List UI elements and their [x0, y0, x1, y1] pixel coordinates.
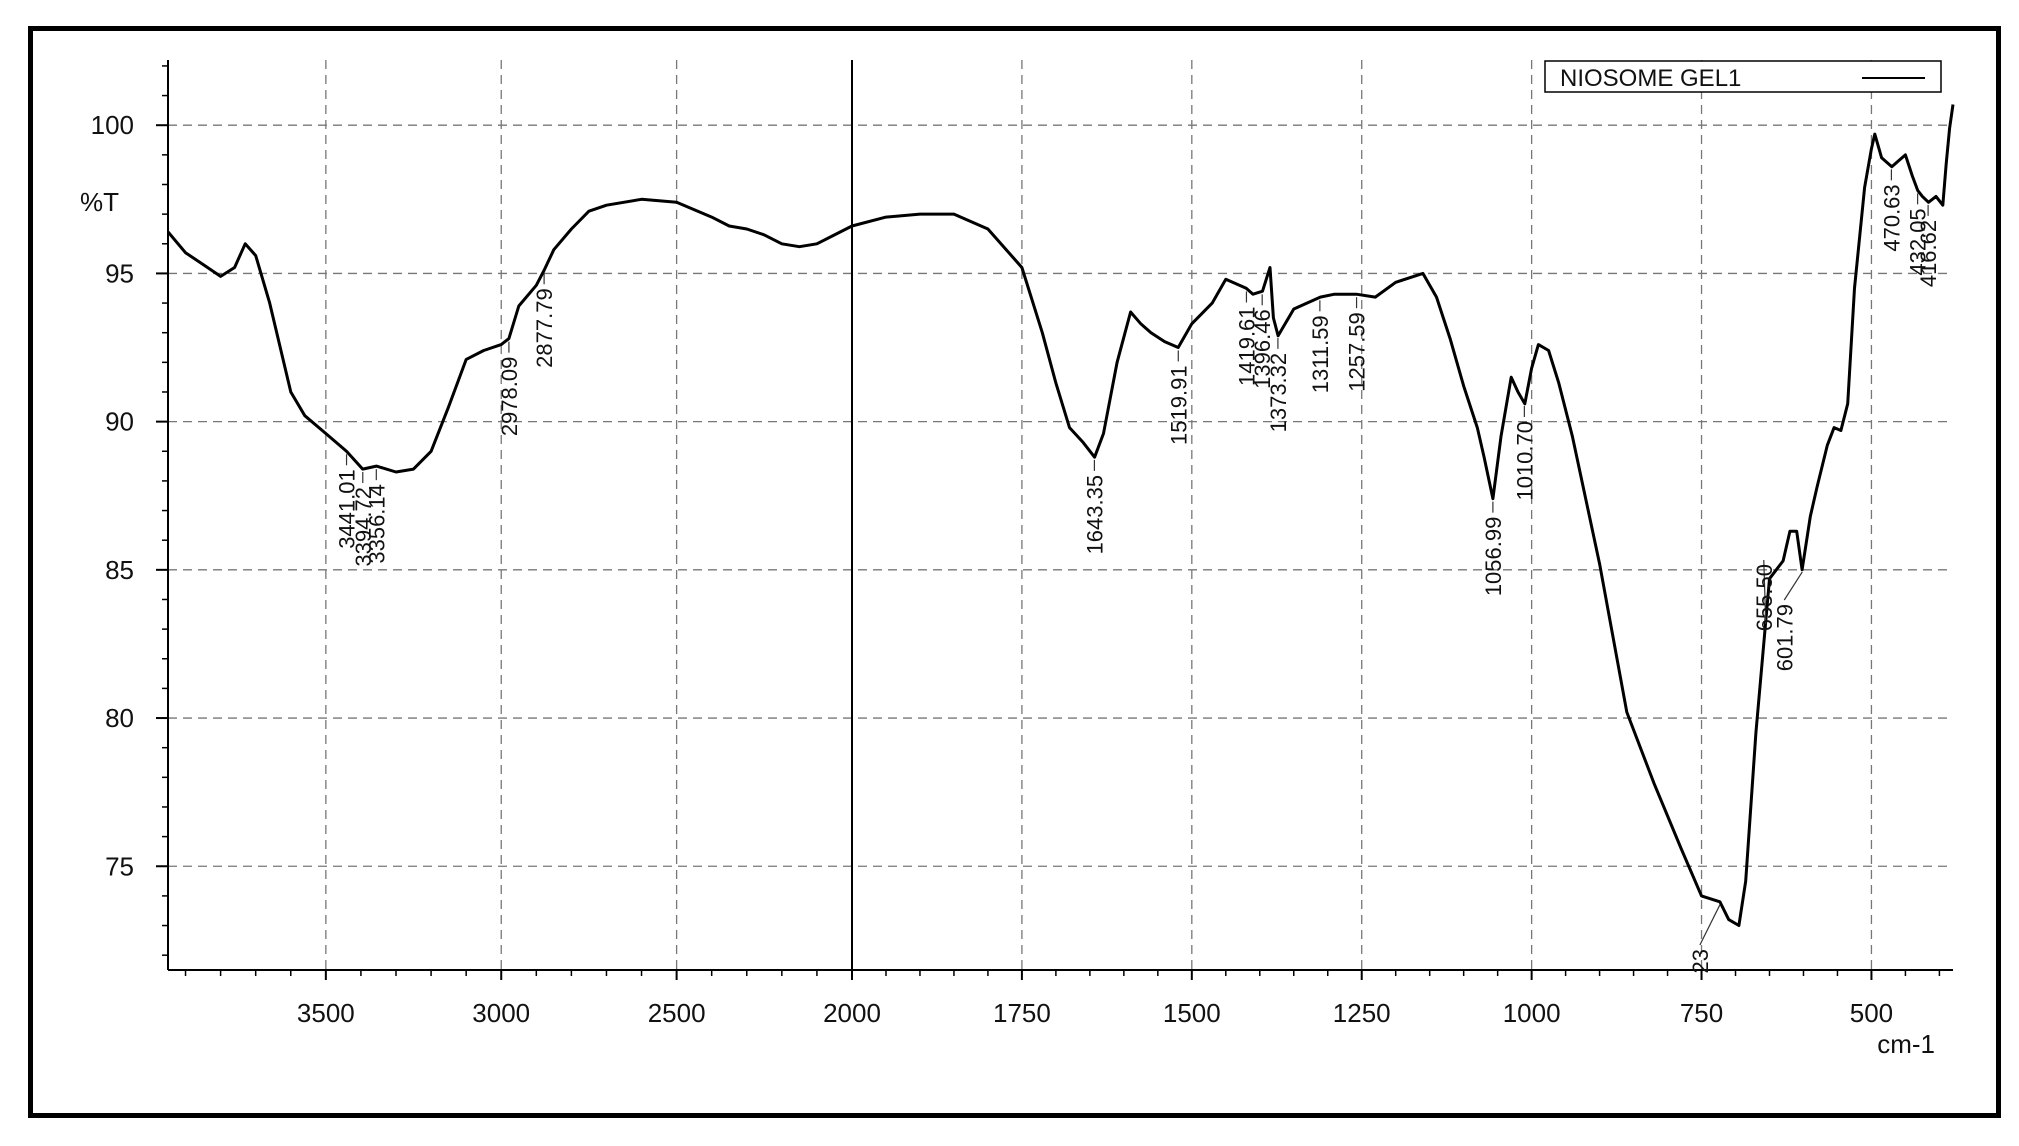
- y-tick-labels: 75 80 85 90 95 100: [91, 110, 134, 881]
- tick-marks: [156, 65, 1941, 980]
- y-tick-label: 90: [105, 407, 134, 437]
- peak-label: 1257.59: [1345, 312, 1370, 392]
- peak-label: 1311.59: [1308, 315, 1333, 393]
- peak-label: 470.63: [1879, 184, 1904, 251]
- peak-label: 1056.99: [1481, 517, 1506, 597]
- y-tick-label: 100: [91, 110, 134, 140]
- x-axis-title: cm-1: [1877, 1029, 1935, 1059]
- x-tick-label: 500: [1850, 998, 1893, 1028]
- peak-leader-line: [1699, 904, 1721, 946]
- peak-label: 23: [1688, 949, 1713, 973]
- x-tick-label: 2500: [648, 998, 706, 1028]
- peak-label: 2877.79: [532, 288, 557, 368]
- peak-label: 601.79: [1772, 604, 1797, 671]
- peak-label: 3441.01: [335, 469, 360, 549]
- grid-lines: [168, 60, 1953, 970]
- peak-label: 1373.32: [1266, 353, 1291, 433]
- x-tick-label: 1000: [1503, 998, 1561, 1028]
- x-tick-label: 1750: [993, 998, 1051, 1028]
- peak-label: 3394.72: [351, 487, 376, 567]
- x-tick-label: 750: [1680, 998, 1723, 1028]
- x-tick-label: 1500: [1163, 998, 1221, 1028]
- peak-leader-line: [1783, 571, 1803, 601]
- x-tick-labels: 3500 3000 2500 2000 1750 1500 1250 1000 750 500: [297, 998, 1893, 1028]
- y-tick-label: 75: [105, 851, 134, 881]
- peak-label: 1519.91: [1166, 365, 1191, 445]
- y-tick-label: 85: [105, 555, 134, 585]
- peak-leader-line: [1763, 559, 1767, 625]
- peak-label: 3356.14: [364, 484, 389, 564]
- spectrum-series: [166, 104, 1955, 927]
- x-tick-label: 3000: [472, 998, 530, 1028]
- peak-label: 655.50: [1752, 564, 1777, 631]
- y-tick-label: 95: [105, 258, 134, 288]
- x-tick-label: 3500: [297, 998, 355, 1028]
- peak-label: 416.62: [1916, 220, 1941, 287]
- peak-label: 432.05: [1906, 208, 1931, 275]
- peak-label: 1010.70: [1512, 421, 1537, 501]
- legend: NIOSOME GEL1: [1544, 60, 1942, 93]
- peak-label: 1396.46: [1250, 309, 1275, 389]
- chart-frame: [28, 26, 2001, 1118]
- peak-label: 1643.35: [1082, 475, 1107, 555]
- legend-entry-label: NIOSOME GEL1: [1560, 65, 1741, 92]
- y-axis-title: %T: [80, 187, 119, 217]
- peak-label: 1419.61: [1234, 306, 1259, 386]
- x-tick-label: 1250: [1333, 998, 1391, 1028]
- series-line-niosome-gel1: [166, 104, 1955, 927]
- peak-label: 2978.09: [497, 357, 522, 437]
- x-tick-label: 2000: [823, 998, 881, 1028]
- legend-box: [1544, 60, 1942, 93]
- y-tick-label: 80: [105, 703, 134, 733]
- axes: [167, 60, 1953, 971]
